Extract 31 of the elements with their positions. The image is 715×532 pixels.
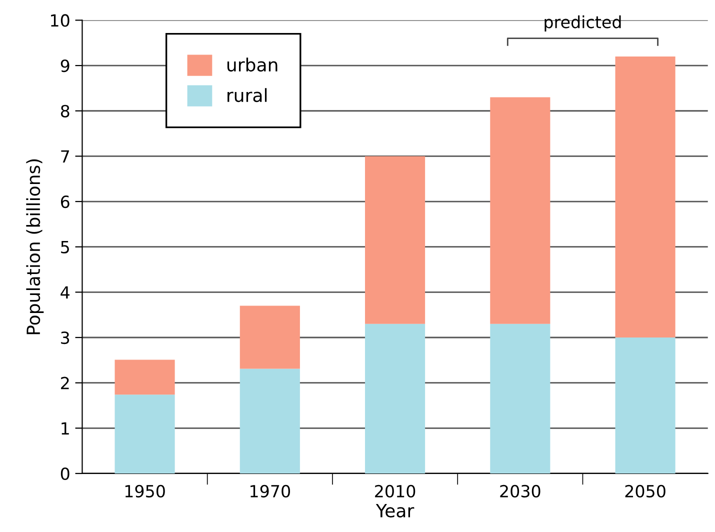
y-tick-label: 9: [60, 60, 70, 72]
y-tick-label: 7: [61, 150, 69, 163]
legend-label: urban: [227, 58, 278, 72]
bar: [490, 97, 550, 324]
x-tick-label: 2050: [625, 484, 666, 498]
x-tick-label: 1970: [250, 484, 290, 498]
y-tick-label: 0: [60, 467, 70, 480]
x-tick-label: 2010: [375, 484, 416, 498]
y-tick-label: 5: [61, 241, 69, 254]
y-tick-label: 2: [61, 376, 69, 390]
y-tick-label: 3: [61, 331, 70, 344]
bar: [365, 324, 426, 474]
bar: [490, 324, 550, 474]
y-axis-title: Population (billions): [26, 159, 44, 334]
bar: [240, 306, 300, 369]
bar: [615, 56, 676, 338]
x-tick-label: 2030: [500, 484, 540, 498]
bar: [365, 156, 426, 324]
bar: [114, 394, 175, 474]
annotation: predicted: [544, 15, 621, 32]
x-tick-label: 1950: [125, 484, 165, 498]
y-tick-label: 10: [51, 14, 70, 27]
legend-label: rural: [228, 88, 267, 102]
y-tick-label: 4: [60, 286, 70, 299]
y-tick-label: 6: [60, 195, 70, 208]
x-axis-title: Year: [376, 504, 414, 518]
y-tick-label: 1: [62, 422, 69, 434]
bar: [615, 338, 676, 474]
bar: [240, 368, 300, 474]
y-tick-label: 8: [60, 104, 70, 118]
bar: [114, 360, 175, 395]
